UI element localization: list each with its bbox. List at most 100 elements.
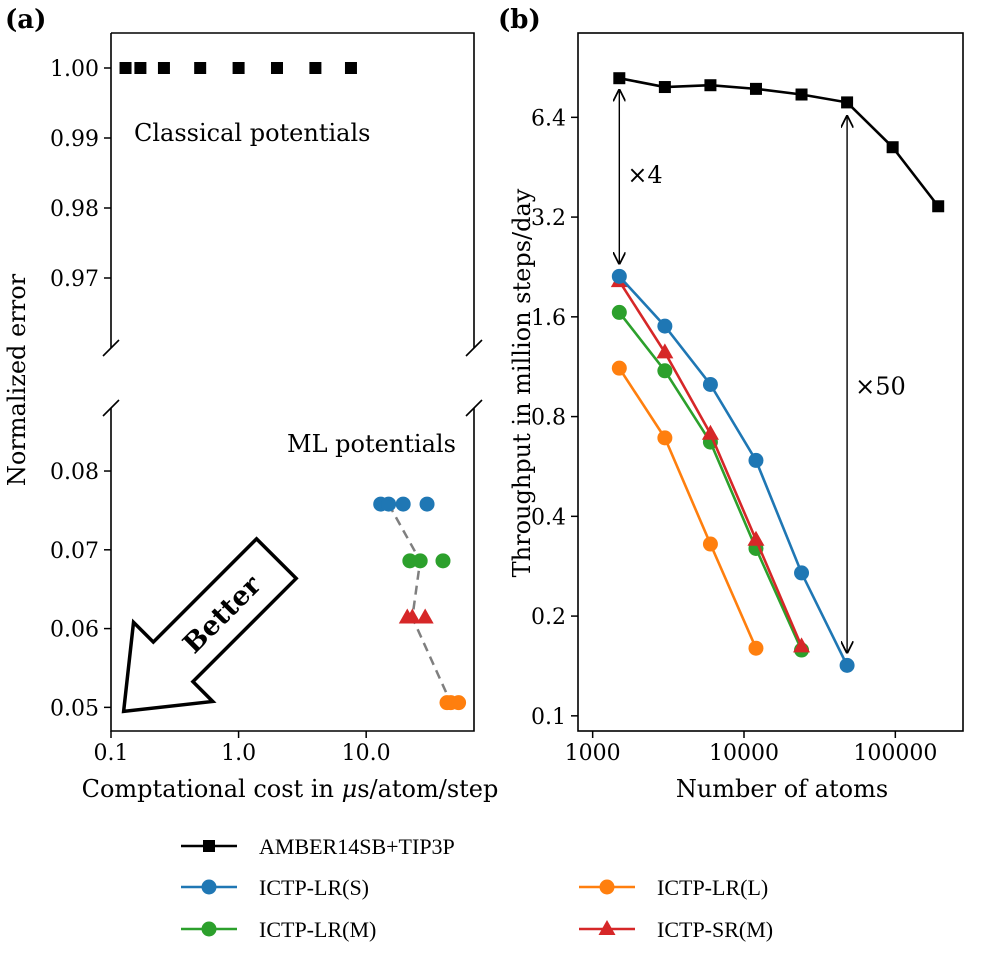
lower-axes-frame	[110, 408, 475, 732]
a-point-amber14sb-tip3p	[309, 62, 322, 74]
b-y-ticks: 0.1 0.2 0.4 0.8 1.6 3.2 6.4	[531, 106, 578, 730]
b-point-amber14sb-tip3p	[795, 88, 808, 101]
legend-label: ICTP-LR(S)	[259, 875, 369, 900]
a-point-amber14sb-tip3p	[270, 62, 283, 74]
b-series-ictp-lr-l	[611, 360, 764, 656]
a-point-ictp-lr-m	[412, 553, 428, 569]
b-point-amber14sb-tip3p	[841, 96, 854, 109]
legend-item-amber14sb-tip3p: AMBER14SB+TIP3P	[181, 834, 455, 859]
b-point-ictp-lr-l	[657, 430, 673, 446]
legend-item-ictp-lr-l: ICTP-LR(L)	[579, 875, 768, 900]
panel-b: (b) 1000 10000 100000 0.1 0.2 0.4 0.8 1.6 3.2 6.…	[498, 5, 964, 803]
a-upper-y-tick-label: 0.98	[50, 197, 99, 222]
legend-item-ictp-sr-m: ICTP-SR(M)	[579, 917, 773, 942]
a-lower-y-tick-label: 0.05	[50, 696, 99, 721]
a-upper-y-tick-label: 1.00	[50, 57, 99, 82]
b-point-ictp-lr-s	[748, 452, 764, 468]
b-y-tick-label: 6.4	[531, 106, 566, 131]
legend-label: ICTP-LR(M)	[259, 917, 376, 942]
b-x-tick-label: 1000	[565, 741, 621, 766]
panel-a: (a) 0.1 1.0 10.0 1.00 0.99 0.98 0.97 0.08 0.07…	[3, 5, 498, 803]
b-point-ictp-sr-m	[656, 343, 674, 359]
a-y-axis-label: Normalized error	[3, 273, 31, 486]
b-point-amber14sb-tip3p	[932, 200, 945, 213]
legend-marker	[203, 840, 215, 852]
legend-marker	[201, 921, 217, 937]
a-point-ictp-lr-s	[381, 496, 397, 512]
axis-break-marks	[102, 339, 483, 417]
a-point-amber14sb-tip3p	[194, 62, 207, 74]
b-annotation-label: ×50	[855, 372, 906, 400]
b-plot-area	[610, 72, 945, 673]
b-point-ictp-lr-l	[611, 360, 627, 376]
b-point-amber14sb-tip3p	[704, 79, 717, 92]
b-point-amber14sb-tip3p	[658, 81, 671, 94]
b-point-amber14sb-tip3p	[749, 82, 762, 95]
b-point-ictp-lr-l	[702, 536, 718, 552]
b-annotations: ×4 ×50	[619, 90, 906, 652]
b-point-ictp-sr-m	[701, 424, 719, 440]
a-lower-y-ticks: 0.08 0.07 0.06 0.05	[50, 460, 111, 721]
legend-item-ictp-lr-m: ICTP-LR(M)	[181, 917, 376, 942]
a-point-ictp-lr-m	[402, 553, 418, 569]
b-y-tick-label: 0.2	[531, 605, 566, 630]
b-series-ictp-lr-s	[611, 268, 855, 673]
b-point-ictp-lr-s	[702, 376, 718, 392]
a-point-ictp-sr-m	[416, 608, 434, 624]
panel-b-label: (b)	[498, 5, 541, 35]
a-point-ictp-lr-m	[435, 553, 451, 569]
a-x-tick-label: 0.1	[94, 741, 129, 766]
a-x-tick-label: 10.0	[342, 741, 391, 766]
b-line-ictp-lr-s	[618, 275, 849, 666]
b-point-amber14sb-tip3p	[886, 141, 899, 154]
a-lower-y-tick-label: 0.06	[50, 618, 99, 643]
b-line-ictp-lr-l	[618, 367, 758, 649]
b-axes-frame	[577, 32, 964, 732]
b-y-tick-label: 0.4	[531, 505, 566, 530]
legend-label: ICTP-LR(L)	[657, 875, 768, 900]
a-point-amber14sb-tip3p	[344, 62, 357, 74]
b-series-ictp-sr-m	[610, 272, 811, 653]
b-series-amber14sb-tip3p	[613, 72, 945, 213]
legend-label: ICTP-SR(M)	[657, 917, 773, 942]
a-series-ictp-sr-m	[398, 608, 434, 624]
a-point-amber14sb-tip3p	[157, 62, 170, 74]
legend-item-ictp-lr-s: ICTP-LR(S)	[181, 875, 369, 900]
legend-label: AMBER14SB+TIP3P	[259, 834, 455, 859]
b-annotation-label: ×4	[627, 161, 662, 189]
b-x-tick-label: 10000	[709, 741, 779, 766]
a-series-ictp-lr-l	[439, 695, 467, 711]
a-x-axis-label: Comptational cost in μs/atom/step	[82, 775, 499, 803]
a-lower-y-tick-label: 0.08	[50, 460, 99, 485]
ml-potentials-label: ML potentials	[287, 430, 456, 458]
b-x-axis-label: Number of atoms	[676, 775, 888, 803]
a-point-amber14sb-tip3p	[232, 62, 245, 74]
b-x-ticks: 1000 10000 100000	[565, 731, 937, 766]
a-series-ictp-lr-s	[373, 496, 435, 512]
legend-marker	[201, 879, 217, 895]
a-upper-y-tick-label: 0.97	[50, 267, 99, 292]
a-series-ictp-lr-m	[402, 553, 451, 569]
b-y-axis-label: Throughput in million steps/day	[508, 188, 536, 577]
a-plot-area	[119, 62, 467, 711]
b-y-tick-label: 1.6	[531, 306, 566, 331]
a-point-ictp-sr-m	[403, 608, 421, 624]
b-x-tick-label: 100000	[853, 741, 937, 766]
b-y-tick-label: 0.1	[531, 705, 566, 730]
b-point-ictp-lr-s	[611, 268, 627, 284]
b-line-amber14sb-tip3p	[619, 76, 940, 208]
legend-marker	[598, 920, 616, 935]
b-point-ictp-lr-m	[657, 363, 673, 379]
b-point-ictp-lr-l	[748, 640, 764, 656]
panel-a-label: (a)	[5, 5, 46, 35]
b-series-ictp-lr-m	[611, 304, 810, 658]
legend: AMBER14SB+TIP3P ICTP-LR(S) ICTP-LR(L) ICTP-…	[181, 834, 773, 942]
b-line-ictp-lr-m	[618, 311, 803, 651]
a-x-tick-label: 1.0	[221, 741, 256, 766]
a-x-ticks: 0.1 1.0 10.0	[94, 731, 391, 766]
a-upper-y-ticks: 1.00 0.99 0.98 0.97	[50, 57, 111, 292]
b-point-amber14sb-tip3p	[613, 72, 626, 85]
b-point-ictp-sr-m	[793, 637, 811, 653]
a-point-ictp-lr-s	[395, 496, 411, 512]
